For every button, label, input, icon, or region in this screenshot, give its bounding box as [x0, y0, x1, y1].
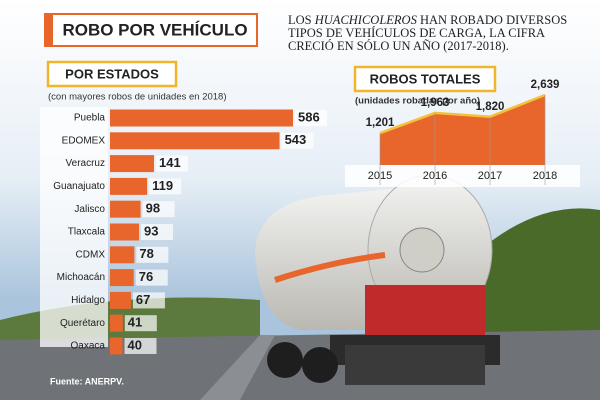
- category-label: Guanajuato: [53, 181, 105, 192]
- category-label: Michoacán: [57, 272, 105, 283]
- value-label: 2,639: [531, 79, 560, 91]
- road-lane: [200, 335, 275, 400]
- value-label: 41: [128, 315, 142, 330]
- value-label: 40: [127, 337, 141, 352]
- x-tick-label: 2017: [478, 170, 502, 182]
- bar: [110, 291, 131, 309]
- bar: [110, 155, 155, 173]
- value-bg: [136, 246, 169, 263]
- bar: [110, 246, 135, 264]
- value-bg: [124, 315, 157, 332]
- value-bg: [281, 132, 314, 149]
- panel-title-box: [46, 60, 178, 88]
- value-bg: [135, 269, 168, 286]
- panel-title: POR ESTADOS: [65, 66, 159, 81]
- panel-subtitle: (con mayores robos de unidades en 2018): [48, 92, 227, 103]
- value-label: 76: [139, 269, 153, 284]
- title: ROBO POR VEHÍCULO: [62, 20, 247, 39]
- value-bg: [295, 110, 327, 126]
- x-tick-label: 2015: [368, 170, 392, 182]
- category-label: Jalisco: [74, 204, 105, 215]
- bar: [110, 109, 293, 127]
- axis-panel: [345, 165, 580, 187]
- value-label: 1,963: [421, 97, 450, 109]
- value-label: 93: [144, 223, 158, 238]
- value-label: 98: [146, 201, 160, 216]
- panel-title-box: [353, 65, 497, 93]
- bar: [110, 132, 280, 150]
- category-label: Hidalgo: [71, 295, 105, 306]
- value-label: 543: [285, 132, 307, 147]
- value-bg: [132, 292, 165, 309]
- label-panel: [40, 107, 108, 347]
- value-bg: [141, 224, 174, 240]
- value-label: 1,820: [476, 101, 505, 113]
- truck: [255, 174, 500, 385]
- intro-text: LOS: [288, 13, 312, 27]
- category-label: CDMX: [76, 249, 106, 260]
- title-accent: [45, 14, 53, 46]
- value-label: 1,201: [366, 117, 395, 129]
- category-label: Veracruz: [66, 158, 105, 169]
- bar: [110, 337, 123, 355]
- intro-text: HUACHICOLEROS: [314, 13, 417, 27]
- category-label: Oaxaca: [71, 341, 106, 352]
- value-bg: [142, 201, 175, 218]
- x-tick-label: 2016: [423, 170, 447, 182]
- value-bg: [124, 338, 157, 354]
- value-label: 586: [298, 109, 320, 124]
- intro-text: HAN ROBADO DIVERSOS TIPOS DE VEHÍCULOS D…: [288, 13, 568, 53]
- source: Fuente: ANERPV.: [50, 376, 124, 386]
- value-label: 141: [159, 155, 181, 170]
- value-label: 78: [139, 246, 153, 261]
- bar: [110, 223, 140, 241]
- bar: [110, 177, 148, 195]
- bar: [110, 200, 141, 218]
- panel-subtitle: (unidades robadas por año): [355, 96, 480, 107]
- bar: [110, 269, 134, 287]
- line: [379, 93, 546, 135]
- category-label: Puebla: [74, 113, 106, 124]
- x-tick-label: 2018: [533, 170, 557, 182]
- category-label: EDOMEX: [62, 135, 106, 146]
- category-label: Tlaxcala: [68, 227, 106, 238]
- value-label: 119: [152, 178, 173, 193]
- intro: LOS HUACHICOLEROS HAN ROBADO DIVERSOS TI…: [288, 14, 588, 53]
- value-bg: [149, 178, 182, 195]
- value-bg: [156, 155, 189, 172]
- value-label: 67: [136, 292, 150, 307]
- bar: [110, 314, 123, 332]
- panel-title: ROBOS TOTALES: [370, 71, 481, 86]
- category-label: Querétaro: [60, 318, 105, 329]
